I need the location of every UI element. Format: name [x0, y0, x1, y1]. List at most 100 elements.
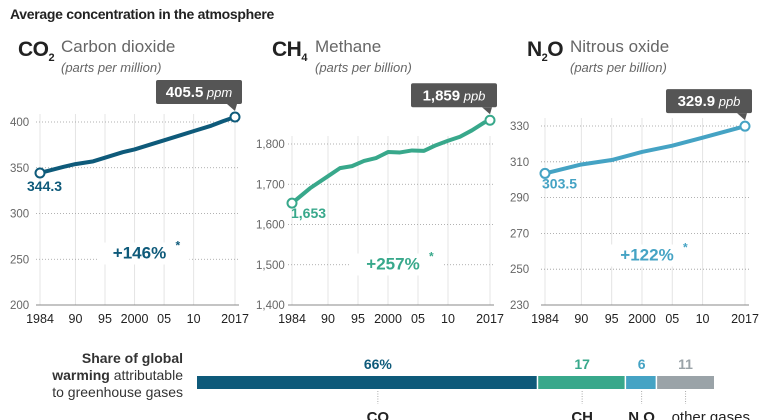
x-tick-label: 95 — [351, 312, 365, 326]
share-gas-label: other gases — [672, 409, 750, 420]
end-value-unit: ppb — [715, 94, 740, 109]
y-tick-label: 1,700 — [256, 179, 285, 191]
series-line — [543, 124, 747, 176]
end-value-callout — [411, 83, 497, 108]
y-tick-label: 300 — [10, 209, 29, 221]
end-value-unit: ppb — [460, 88, 485, 103]
change-footnote-mark: * — [176, 239, 181, 253]
end-value-label: 329.9 ppb — [678, 93, 741, 110]
callout-pointer — [482, 107, 492, 115]
series-line — [38, 114, 237, 175]
share-title-bold: warming — [52, 367, 110, 383]
x-tick-label: 2017 — [476, 312, 504, 326]
change-label-bg — [605, 244, 697, 267]
y-tick-label: 250 — [510, 264, 529, 276]
x-tick-label: 10 — [441, 312, 455, 326]
share-bar-segment — [626, 376, 656, 389]
end-value: 405.5 — [166, 84, 204, 101]
gas-formula: N2O — [527, 38, 564, 65]
callout-pointer — [737, 113, 747, 121]
y-tick-label: 1,600 — [256, 220, 285, 232]
gas-formula: CH4 — [272, 38, 307, 65]
y-tick-label: 310 — [510, 157, 529, 169]
start-point-marker — [34, 167, 46, 179]
end-value-unit: ppm — [203, 85, 232, 100]
share-title-line2: attributable — [109, 367, 183, 383]
x-tick-label: 90 — [321, 312, 335, 326]
x-tick-label: 2000 — [121, 312, 149, 326]
y-tick-label: 290 — [510, 193, 529, 205]
callout-pointer — [227, 103, 237, 111]
y-tick-label: 230 — [510, 300, 529, 312]
share-value-label: 17 — [574, 356, 590, 372]
end-point-marker — [739, 120, 751, 132]
gas-unit: (parts per million) — [61, 60, 162, 75]
share-gas-label: CO — [367, 409, 390, 420]
change-footnote-mark: * — [683, 241, 688, 255]
x-tick-label: 1984 — [278, 312, 306, 326]
start-value-label: 344.3 — [27, 178, 62, 194]
y-tick-label: 1,400 — [256, 300, 285, 312]
gas-name: Carbon dioxide — [61, 37, 176, 56]
x-tick-label: 95 — [98, 312, 112, 326]
change-label: +257% — [366, 255, 419, 274]
x-tick-label: 1984 — [531, 312, 559, 326]
start-point-marker — [539, 167, 551, 179]
end-value: 1,859 — [423, 87, 461, 104]
share-value-label: 11 — [678, 356, 693, 372]
x-tick-label: 90 — [574, 312, 588, 326]
y-tick-label: 350 — [10, 163, 29, 175]
gas-name: Methane — [315, 37, 382, 56]
share-bar-segment — [197, 376, 537, 389]
gas-unit: (parts per billion) — [315, 60, 412, 75]
y-tick-label: 200 — [10, 300, 29, 312]
x-tick-label: 10 — [187, 312, 201, 326]
change-label-bg — [97, 242, 190, 265]
x-tick-label: 95 — [605, 312, 619, 326]
end-value: 329.9 — [678, 93, 716, 110]
end-value-callout — [666, 89, 752, 114]
x-tick-label: 2000 — [374, 312, 402, 326]
x-tick-label: 2000 — [628, 312, 656, 326]
y-tick-label: 1,800 — [256, 139, 285, 151]
x-tick-label: 05 — [411, 312, 425, 326]
y-tick-label: 400 — [10, 117, 29, 129]
x-tick-label: 05 — [157, 312, 171, 326]
x-tick-label: 90 — [69, 312, 83, 326]
y-tick-label: 330 — [510, 121, 529, 133]
x-tick-label: 2017 — [221, 312, 249, 326]
share-value-label: 6 — [638, 356, 646, 372]
share-gas-label: N O — [628, 409, 655, 420]
y-tick-label: 250 — [10, 254, 29, 266]
share-title-line1: Share of global — [81, 350, 183, 366]
gas-unit: (parts per billion) — [570, 60, 667, 75]
share-bar-segment — [657, 376, 714, 389]
x-tick-label: 1984 — [26, 312, 54, 326]
x-tick-label: 05 — [665, 312, 679, 326]
gas-name: Nitrous oxide — [570, 37, 670, 56]
gas-formula: CO2 — [18, 38, 55, 65]
change-label-bg — [351, 253, 443, 276]
x-tick-label: 2017 — [731, 312, 759, 326]
end-point-marker — [229, 111, 241, 123]
y-tick-label: 1,500 — [256, 260, 285, 272]
end-value-label: 405.5 ppm — [166, 84, 233, 101]
start-point-marker — [286, 197, 298, 209]
share-title: Share of global warming attributable to … — [52, 350, 183, 401]
end-point-marker — [484, 114, 496, 126]
share-title-line3: to greenhouse gases — [52, 384, 183, 400]
share-value-label: 66% — [364, 356, 393, 372]
share-gas-label: CH — [571, 409, 593, 420]
series-line — [290, 118, 492, 206]
end-value-callout — [156, 79, 242, 104]
start-value-label: 303.5 — [542, 175, 577, 191]
change-footnote-mark: * — [429, 250, 434, 264]
change-label: +122% — [620, 246, 673, 265]
change-label: +146% — [113, 244, 166, 263]
y-tick-label: 270 — [510, 228, 529, 240]
chart-title: Average concentration in the atmosphere — [10, 6, 274, 22]
share-bar-segment — [538, 376, 625, 389]
start-value-label: 1,653 — [291, 205, 326, 221]
x-tick-label: 10 — [696, 312, 710, 326]
